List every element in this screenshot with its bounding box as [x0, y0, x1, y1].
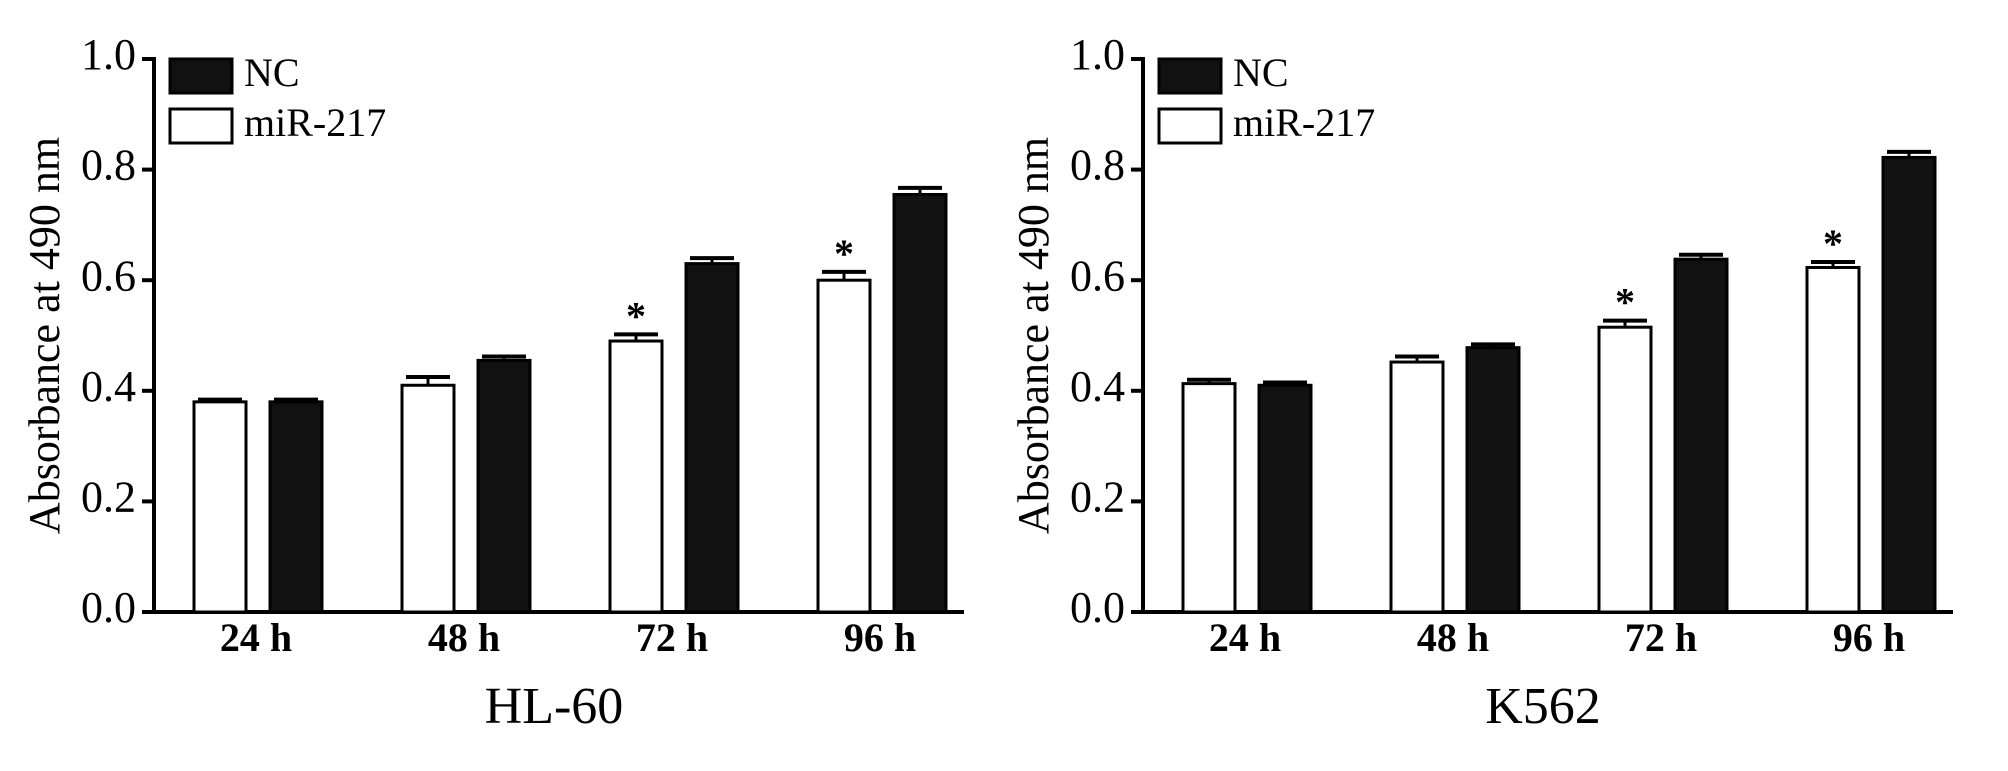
significance-marker: * — [834, 231, 854, 276]
bar — [1257, 383, 1313, 614]
bar — [1881, 155, 1937, 614]
legend-label: NC — [244, 50, 300, 95]
x-tick-label: 48 h — [1417, 615, 1489, 660]
y-axis-label: Absorbance at 490 nm — [1009, 137, 1058, 534]
x-tick-label: 48 h — [428, 615, 500, 660]
bar — [1389, 360, 1445, 614]
legend-label: NC — [1233, 50, 1289, 95]
x-tick-label: 24 h — [220, 615, 292, 660]
y-tick-label: 0.6 — [1070, 251, 1125, 300]
legend-swatch — [168, 107, 234, 145]
bar — [892, 192, 948, 614]
y-tick-label: 0.8 — [1070, 141, 1125, 190]
bar — [400, 383, 456, 614]
chart-title: HL-60 — [485, 678, 624, 735]
legend-label: miR-217 — [1233, 100, 1375, 145]
x-tick-label: 96 h — [1833, 615, 1905, 660]
bar — [1673, 257, 1729, 614]
x-tick-label: 96 h — [844, 615, 916, 660]
bar — [1805, 265, 1861, 614]
y-tick-label: 0.2 — [81, 472, 136, 521]
y-axis-label: Absorbance at 490 nm — [20, 137, 69, 534]
y-tick-label: 1.0 — [81, 30, 136, 79]
bar — [1597, 325, 1653, 614]
significance-marker: * — [1615, 280, 1635, 325]
legend-label: miR-217 — [244, 100, 386, 145]
bar — [476, 358, 532, 614]
bar — [608, 339, 664, 614]
y-tick-label: 0.0 — [81, 583, 136, 632]
chart-title: K562 — [1485, 678, 1601, 735]
legend-swatch — [1157, 107, 1223, 145]
significance-marker: * — [1823, 221, 1843, 266]
y-tick-label: 0.4 — [81, 362, 136, 411]
y-tick-label: 1.0 — [1070, 30, 1125, 79]
bar — [192, 400, 248, 614]
y-tick-label: 0.8 — [81, 141, 136, 190]
bar — [268, 400, 324, 614]
legend-swatch — [1157, 57, 1223, 95]
y-tick-label: 0.6 — [81, 251, 136, 300]
x-tick-label: 24 h — [1209, 615, 1281, 660]
bar — [684, 262, 740, 614]
y-tick-label: 0.0 — [1070, 583, 1125, 632]
bar — [816, 278, 872, 614]
y-tick-label: 0.2 — [1070, 472, 1125, 521]
bar — [1465, 346, 1521, 614]
x-tick-label: 72 h — [1625, 615, 1697, 660]
significance-marker: * — [626, 294, 646, 339]
legend-swatch — [168, 57, 234, 95]
y-tick-label: 0.4 — [1070, 362, 1125, 411]
bar — [1181, 382, 1237, 614]
x-tick-label: 72 h — [636, 615, 708, 660]
